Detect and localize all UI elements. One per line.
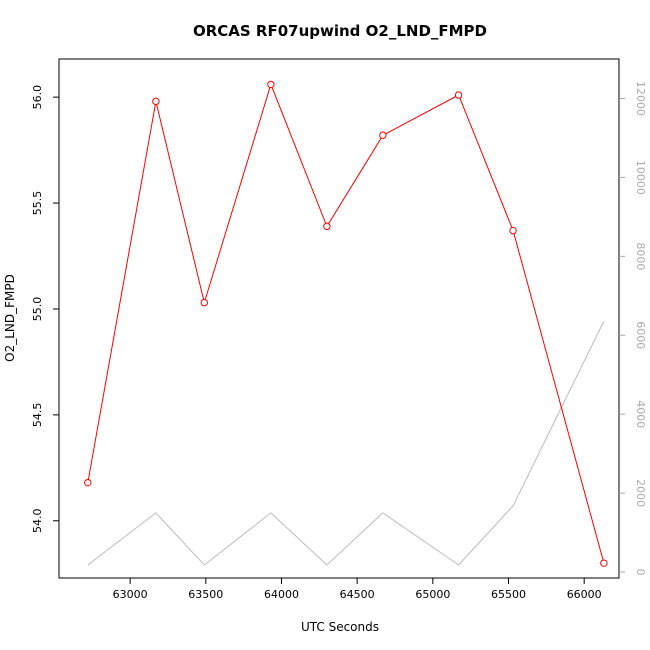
data-point <box>84 478 92 487</box>
y2-tick-label: 12000 <box>634 81 647 116</box>
series-line-right <box>87 320 605 566</box>
y2-tick-label: 6000 <box>634 321 647 349</box>
series-layer <box>84 80 608 567</box>
y2-tick-label: 2000 <box>634 479 647 507</box>
data-point <box>152 97 160 106</box>
y2-tick-label: 8000 <box>634 242 647 270</box>
y-tick-label: 55.0 <box>31 297 44 322</box>
y-tick-label: 55.5 <box>31 191 44 216</box>
data-point <box>200 298 208 307</box>
data-point <box>323 222 331 231</box>
data-point <box>509 226 517 235</box>
plot-frame <box>58 58 620 579</box>
data-point <box>600 559 608 567</box>
y2-axis: 0 2000 4000 6000 8000 10000 12000 <box>619 81 647 576</box>
data-point <box>267 80 275 89</box>
x-tick-label: 64500 <box>340 588 375 601</box>
series-line-left <box>87 82 605 564</box>
y-tick-label: 54.0 <box>31 509 44 534</box>
x-tick-label: 63000 <box>113 588 148 601</box>
chart-title: ORCAS RF07upwind O2_LND_FMPD <box>193 22 487 40</box>
x-tick-label: 64000 <box>264 588 299 601</box>
y-tick-label: 54.5 <box>31 403 44 428</box>
x-tick-label: 65000 <box>415 588 450 601</box>
x-tick-label: 63500 <box>188 588 223 601</box>
y2-tick-label: 0 <box>634 569 647 576</box>
y-axis: 54.0 54.5 55.0 55.5 56.0 <box>31 85 59 533</box>
x-axis-label: UTC Seconds <box>301 620 379 634</box>
data-point <box>379 131 387 139</box>
y-axis-label: O2_LND_FMPD <box>3 274 17 362</box>
y2-tick-label: 10000 <box>634 160 647 195</box>
x-tick-label: 65500 <box>491 588 526 601</box>
y2-tick-label: 4000 <box>634 400 647 428</box>
y-tick-label: 56.0 <box>31 85 44 110</box>
data-point <box>454 91 463 99</box>
x-tick-label: 66000 <box>567 588 602 601</box>
x-axis: 63000 63500 64000 64500 65000 65500 66000 <box>113 578 602 601</box>
